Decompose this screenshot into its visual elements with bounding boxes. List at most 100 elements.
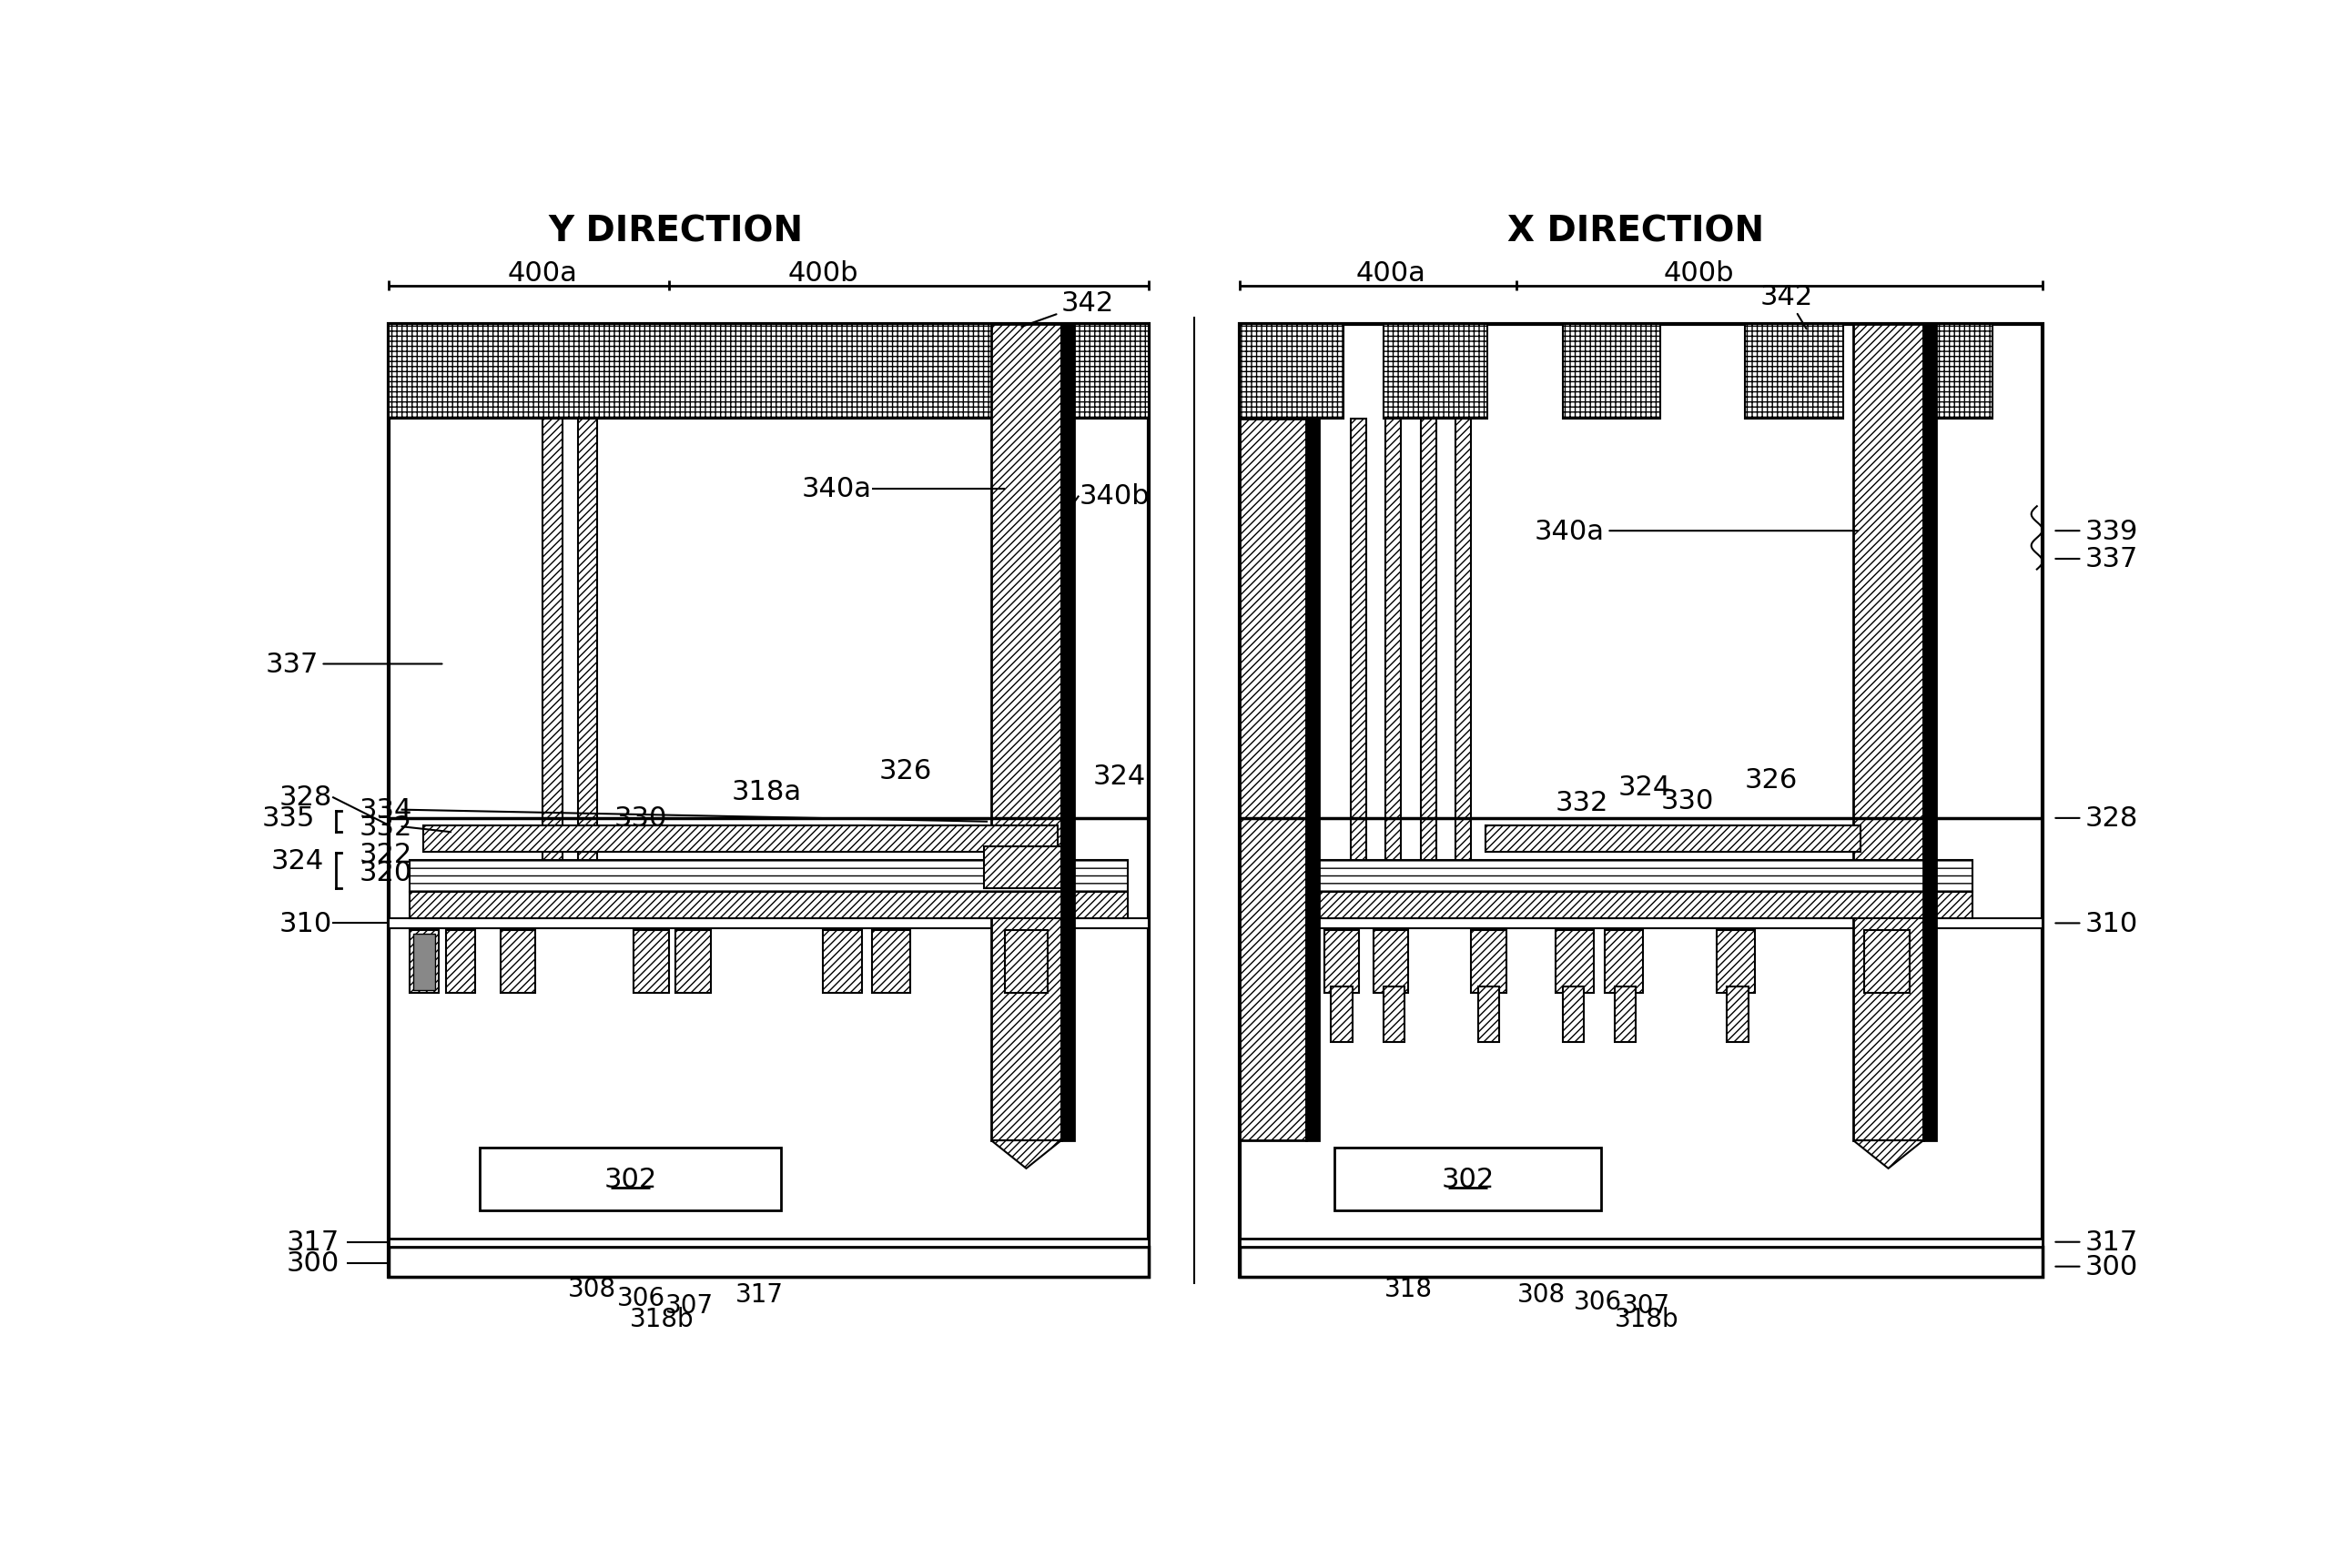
Text: 342: 342 — [1021, 290, 1115, 328]
Bar — [1325, 930, 1360, 994]
Bar — [1241, 919, 2043, 928]
Bar — [389, 325, 1150, 1278]
Bar — [1854, 325, 1924, 1140]
Bar — [634, 930, 669, 994]
Bar — [1604, 930, 1644, 994]
Text: Y DIRECTION: Y DIRECTION — [548, 215, 802, 249]
Text: 322: 322 — [359, 842, 413, 869]
Text: 307: 307 — [1623, 1292, 1670, 1319]
Bar — [1616, 986, 1637, 1043]
Text: 318b: 318b — [630, 1306, 695, 1331]
Text: 320: 320 — [359, 859, 413, 886]
Text: X DIRECTION: X DIRECTION — [1506, 215, 1765, 249]
Bar — [1385, 419, 1402, 875]
Text: 317: 317 — [287, 1229, 340, 1256]
Bar — [1383, 986, 1404, 1043]
Text: 317: 317 — [737, 1283, 784, 1308]
Bar — [578, 419, 597, 867]
Text: 400b: 400b — [1663, 260, 1735, 287]
Text: 326: 326 — [879, 757, 933, 784]
Text: 308: 308 — [567, 1276, 616, 1301]
Text: 400a: 400a — [508, 260, 578, 287]
Bar — [823, 930, 861, 994]
Bar — [984, 847, 1061, 889]
Bar — [413, 935, 436, 989]
Bar — [1241, 325, 1343, 419]
Bar — [1744, 325, 1842, 419]
Bar — [389, 325, 1150, 419]
Bar — [1889, 325, 1992, 419]
Text: 330: 330 — [613, 806, 667, 831]
Bar — [389, 1247, 1150, 1278]
Bar — [389, 1239, 1150, 1247]
Text: 324: 324 — [1094, 764, 1145, 790]
Bar — [1334, 1148, 1602, 1210]
Bar — [410, 930, 438, 994]
Text: 310: 310 — [280, 911, 333, 936]
Text: 300: 300 — [2054, 1253, 2138, 1279]
Text: 328: 328 — [280, 784, 333, 811]
Text: 306: 306 — [616, 1286, 665, 1311]
Text: 400a: 400a — [1355, 260, 1425, 287]
Bar — [1471, 930, 1506, 994]
Bar — [1061, 325, 1075, 1140]
Bar — [1420, 419, 1437, 875]
Bar — [1562, 986, 1583, 1043]
Bar — [1555, 930, 1595, 994]
Text: 308: 308 — [1518, 1283, 1565, 1308]
Text: 335: 335 — [261, 806, 315, 831]
Bar — [410, 892, 1129, 919]
Text: 337: 337 — [2054, 546, 2138, 572]
Text: 334: 334 — [359, 797, 413, 823]
Bar — [1924, 325, 1936, 1140]
Text: 339: 339 — [2054, 517, 2138, 544]
Text: 307: 307 — [665, 1292, 714, 1319]
Text: 330: 330 — [1660, 787, 1714, 814]
Text: 306: 306 — [1574, 1289, 1621, 1314]
Text: 332: 332 — [359, 814, 413, 840]
Polygon shape — [991, 1140, 1061, 1168]
Bar — [991, 325, 1061, 1140]
Text: 318b: 318b — [1614, 1306, 1679, 1331]
Bar — [1728, 986, 1749, 1043]
Text: 342: 342 — [1761, 284, 1814, 329]
Bar — [1332, 986, 1353, 1043]
Text: 340b: 340b — [1080, 483, 1150, 510]
Bar — [1863, 930, 1910, 994]
Text: 340a: 340a — [802, 477, 872, 502]
Text: 400b: 400b — [788, 260, 858, 287]
Bar — [1716, 930, 1756, 994]
Bar — [676, 930, 711, 994]
Bar — [501, 930, 536, 994]
Bar — [1306, 419, 1320, 1140]
Bar — [1350, 419, 1367, 875]
Bar — [1241, 1247, 2043, 1278]
Bar — [445, 930, 476, 994]
Text: 300: 300 — [287, 1250, 340, 1276]
Bar — [480, 1148, 781, 1210]
Bar — [1485, 825, 1861, 851]
Bar — [1562, 325, 1660, 419]
Text: 324: 324 — [1618, 773, 1672, 800]
Bar — [1005, 930, 1047, 994]
Text: 332: 332 — [1555, 790, 1609, 817]
Text: 328: 328 — [2054, 806, 2138, 831]
Bar — [424, 825, 1059, 851]
Bar — [1374, 930, 1409, 994]
Text: 324: 324 — [271, 847, 324, 873]
Text: 318: 318 — [1385, 1276, 1432, 1301]
Bar — [1383, 325, 1488, 419]
Bar — [872, 930, 909, 994]
Bar — [1241, 325, 2043, 1278]
Bar — [1311, 861, 1973, 892]
Bar — [1455, 419, 1471, 875]
Text: 310: 310 — [2054, 911, 2138, 936]
Text: 317: 317 — [2054, 1229, 2138, 1256]
Bar — [1241, 419, 1306, 1140]
Bar — [410, 861, 1129, 892]
Bar — [1478, 986, 1499, 1043]
Text: 318a: 318a — [732, 779, 802, 804]
Text: 340a: 340a — [1534, 517, 1859, 544]
Text: 337: 337 — [266, 651, 443, 677]
Bar — [1311, 892, 1973, 919]
